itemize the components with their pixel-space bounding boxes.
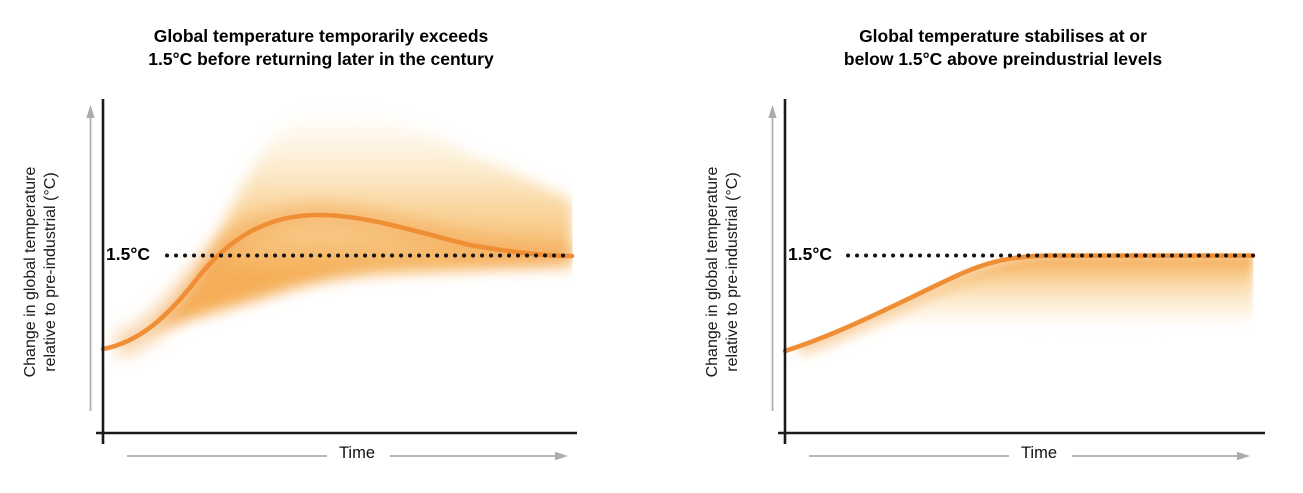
chart-title-line1: Global temperature stabilises at or — [859, 26, 1147, 46]
up-arrow-icon — [768, 105, 777, 411]
x-axis-label: Time — [338, 444, 376, 462]
up-arrow-icon — [86, 105, 95, 411]
y-axis-label-line2: relative to pre-industrial (°C) — [42, 172, 59, 372]
threshold-label: 1.5°C — [788, 244, 832, 264]
y-axis-label-line2: relative to pre-industrial (°C) — [724, 172, 741, 372]
chart-title: Global temperature temporarily exceeds 1… — [96, 25, 546, 71]
temperature-curve — [100, 212, 575, 352]
y-axis-label: Change in global temperature relative to… — [21, 62, 61, 482]
y-axis-label-line1: Change in global temperature — [704, 166, 721, 378]
chart-panel-stabilise: Global temperature stabilises at or belo… — [682, 0, 1303, 493]
y-axis-label-line1: Change in global temperature — [22, 166, 39, 378]
right-arrow-icon — [809, 451, 1250, 461]
stabilise-chart — [768, 99, 1265, 461]
x-axis-label: Time — [1020, 444, 1058, 462]
chart-title-line2: below 1.5°C above preindustrial levels — [843, 49, 1163, 70]
uncertainty-fan — [113, 111, 573, 357]
chart-panel-overshoot: Global temperature temporarily exceeds 1… — [0, 0, 621, 493]
chart-title-line1: Global temperature temporarily exceeds — [153, 26, 489, 46]
overshoot-chart — [86, 99, 577, 461]
y-axis-label: Change in global temperature relative to… — [703, 62, 743, 482]
right-arrow-icon — [127, 451, 568, 461]
threshold-label: 1.5°C — [106, 244, 150, 264]
chart-title: Global temperature stabilises at or belo… — [778, 25, 1228, 71]
uncertainty-fan — [788, 255, 1253, 356]
chart-title-line2: 1.5°C before returning later in the cent… — [148, 49, 494, 70]
